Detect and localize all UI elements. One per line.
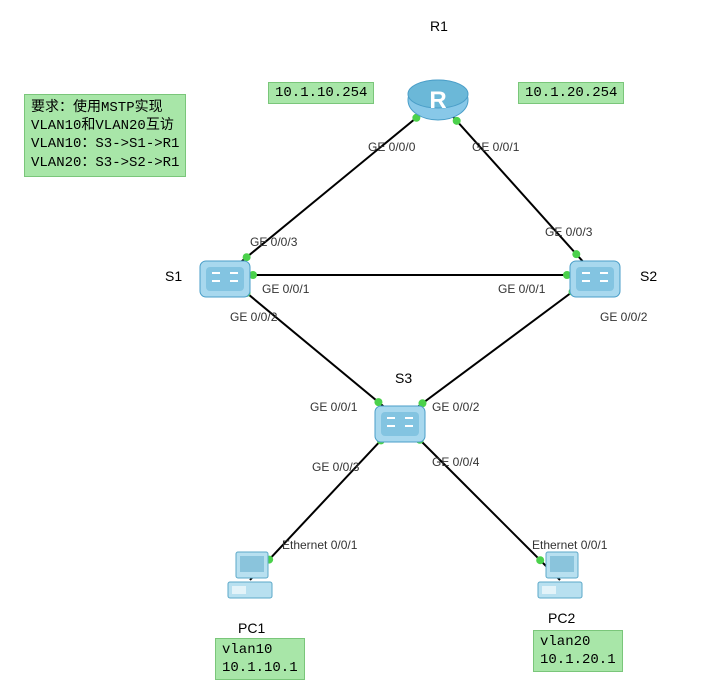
requirements-box: 要求：使用MSTP实现VLAN10和VLAN20互访VLAN10：S3->S1-… (24, 94, 186, 177)
node-label-s2: S2 (640, 268, 657, 284)
port-label: GE 0/0/4 (432, 455, 479, 469)
node-label-pc2: PC2 (548, 610, 575, 626)
port-label: GE 0/0/3 (312, 460, 359, 474)
ip-label: 10.1.20.254 (518, 82, 624, 104)
port-label: Ethernet 0/0/1 (282, 538, 357, 552)
svg-text:R: R (429, 87, 446, 114)
diagram-canvas: R 要求：使用MSTP实现VLAN10和VLAN20互访VLAN10：S3->S… (0, 0, 701, 686)
port-label: GE 0/0/2 (230, 310, 277, 324)
port-label: Ethernet 0/0/1 (532, 538, 607, 552)
port-label: GE 0/0/3 (250, 235, 297, 249)
ip-label: 10.1.10.254 (268, 82, 374, 104)
node-label-pc1: PC1 (238, 620, 265, 636)
port-label: GE 0/0/2 (600, 310, 647, 324)
port-label: GE 0/0/1 (472, 140, 519, 154)
node-label-s3: S3 (395, 370, 412, 386)
port-label: GE 0/0/1 (262, 282, 309, 296)
port-label: GE 0/0/1 (310, 400, 357, 414)
node-label-r1: R1 (430, 18, 448, 34)
port-label: GE 0/0/1 (498, 282, 545, 296)
vlan-label: vlan2010.1.20.1 (533, 630, 623, 672)
port-label: GE 0/0/3 (545, 225, 592, 239)
port-label: GE 0/0/2 (432, 400, 479, 414)
vlan-label: vlan1010.1.10.1 (215, 638, 305, 680)
node-label-s1: S1 (165, 268, 182, 284)
port-label: GE 0/0/0 (368, 140, 415, 154)
